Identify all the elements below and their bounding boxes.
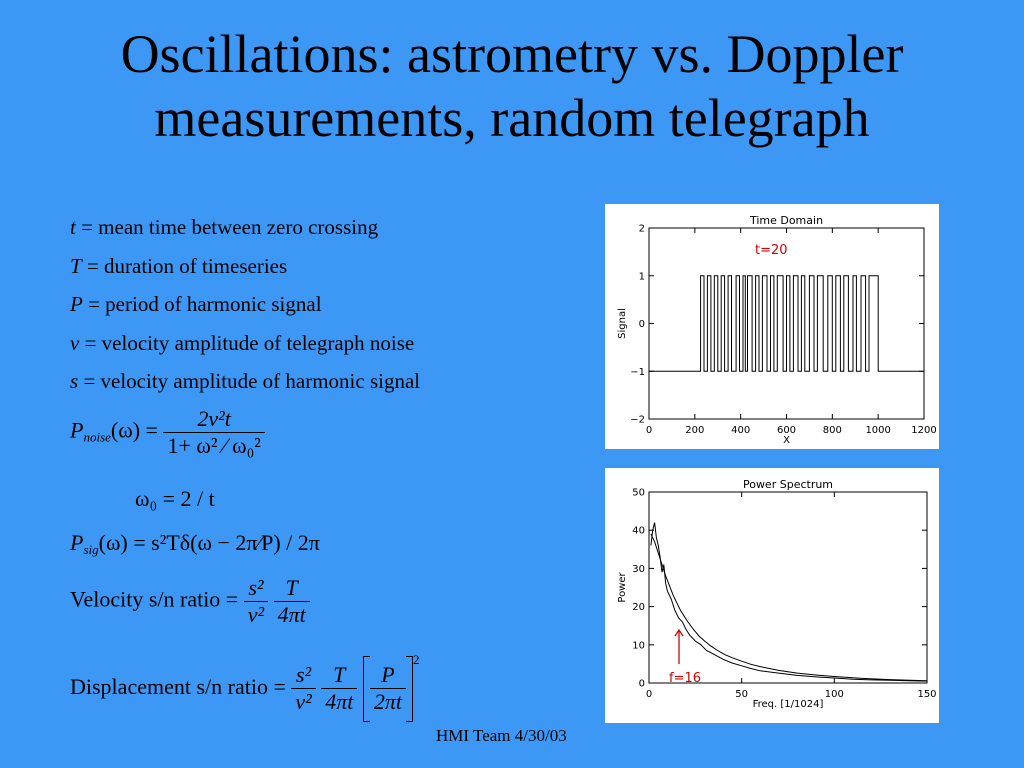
displacement-fraction-3: P 2πt xyxy=(369,662,407,715)
displacement-f1-den: v² xyxy=(291,688,316,715)
y-tick-label: 30 xyxy=(632,564,645,575)
y-tick-label: 40 xyxy=(632,526,645,537)
velocity-f1-den: v² xyxy=(243,601,269,628)
x-tick-label: 150 xyxy=(917,689,936,700)
chart-title: Time Domain xyxy=(749,214,823,227)
y-tick-label: 2 xyxy=(639,224,645,235)
series-line-0 xyxy=(649,275,924,372)
definitions-list: t = mean time between zero crossing T = … xyxy=(70,212,420,405)
definition-text: = velocity amplitude of harmonic signal xyxy=(83,369,421,393)
power-spectrum-plot: Power Spectrum 0 50 100 150 0 10 20 30 40 50 Freq. … xyxy=(605,468,939,723)
annotation-arrow-head xyxy=(674,628,684,637)
definition-text: = mean time between zero crossing xyxy=(81,215,379,239)
displacement-f1-num: s² xyxy=(295,662,312,688)
displacement-f2-den: 4πt xyxy=(321,688,358,715)
x-tick-label: 1200 xyxy=(911,425,936,436)
series-line-1 xyxy=(650,533,928,682)
x-tick-label: 400 xyxy=(731,425,750,436)
displacement-f3-den: 2πt xyxy=(369,688,407,715)
displacement-fraction-2: T 4πt xyxy=(321,662,358,715)
y-tick-label: 0 xyxy=(639,679,645,690)
x-tick-label: 0 xyxy=(646,689,652,700)
y-tick-label: 0 xyxy=(639,319,645,330)
psig-rhs: (ω) = s²Tδ(ω − 2π⁄P) / 2π xyxy=(98,530,320,555)
velocity-sn-equation: Velocity s/n ratio = s² v² T 4πt xyxy=(70,575,310,628)
left-bracket xyxy=(362,655,370,722)
chart-title: Power Spectrum xyxy=(743,478,833,491)
pnoise-equation: Pnoise(ω) = 2v²t 1+ ω² ⁄ ω₀² xyxy=(70,406,265,459)
omega0-equation: ω₀ = 2 / t xyxy=(135,486,215,511)
definition-row: v = velocity amplitude of telegraph nois… xyxy=(70,328,420,367)
y-tick-label: 10 xyxy=(632,640,645,651)
definition-row: t = mean time between zero crossing xyxy=(70,212,420,251)
chart-annotation: f=16 xyxy=(669,671,701,686)
definition-text: = velocity amplitude of telegraph noise xyxy=(84,330,415,355)
slide-title: Oscillations: astrometry vs. Doppler mea… xyxy=(0,22,1024,150)
chart-annotation: t=20 xyxy=(755,243,788,258)
y-axis-label: Power xyxy=(617,571,628,602)
psig-equation: Psig(ω) = s²Tδ(ω − 2π⁄P) / 2π xyxy=(70,530,320,557)
definition-symbol: P xyxy=(70,292,83,316)
definition-symbol: v xyxy=(70,330,80,355)
definition-text: = duration of timeseries xyxy=(86,253,288,278)
displacement-fraction-1: s² v² xyxy=(291,662,316,715)
pnoise-denominator: 1+ ω² ⁄ ω₀² xyxy=(163,432,265,459)
definition-symbol: T xyxy=(70,253,82,278)
power-spectrum-chart: Power Spectrum 0 50 100 150 0 10 20 30 40 50 Freq. … xyxy=(617,478,937,710)
y-tick-label: 50 xyxy=(632,488,645,499)
time-domain-plot: Time Domain 0 200 400 600 800 1000 1200 −2 −1 0 1 2 X… xyxy=(605,204,939,449)
y-tick-label: 20 xyxy=(632,602,645,613)
y-tick-label: 1 xyxy=(639,271,645,282)
pnoise-numerator: 2v²t xyxy=(197,406,231,431)
y-tick-label: −1 xyxy=(630,367,645,378)
displacement-f3-num: P xyxy=(381,662,395,688)
x-tick-label: 200 xyxy=(685,425,704,436)
x-axis-label: Freq. [1/1024] xyxy=(753,699,824,710)
velocity-f2-num: T xyxy=(285,575,298,600)
y-tick-label: −2 xyxy=(630,415,645,426)
footer-text: HMI Team 4/30/03 xyxy=(436,726,567,745)
definition-row: s = velocity amplitude of harmonic signa… xyxy=(70,366,420,405)
psig-subscript: sig xyxy=(83,542,99,557)
definition-text: = period of harmonic signal xyxy=(88,292,322,316)
definition-symbol: t xyxy=(70,215,76,239)
title-line-2: measurements, random telegraph xyxy=(154,88,870,148)
x-tick-label: 800 xyxy=(823,425,842,436)
x-tick-label: 0 xyxy=(646,425,652,436)
pnoise-fraction: 2v²t 1+ ω² ⁄ ω₀² xyxy=(163,406,265,459)
plot-frame xyxy=(648,491,928,684)
x-tick-label: 50 xyxy=(735,689,748,700)
pnoise-lhs: (ω) = xyxy=(110,417,158,443)
displacement-sn-label: Displacement s/n ratio = xyxy=(70,674,286,699)
velocity-sn-label: Velocity s/n ratio = xyxy=(70,586,239,612)
x-tick-label: 1000 xyxy=(865,425,890,436)
y-axis-label: Signal xyxy=(617,308,628,339)
right-bracket xyxy=(406,655,414,722)
definition-symbol: s xyxy=(70,369,79,393)
displacement-exponent: 2 xyxy=(413,652,420,667)
x-axis-label: X xyxy=(783,435,790,446)
x-tick-label: 100 xyxy=(825,689,844,700)
series-line-0 xyxy=(650,522,928,682)
x-tick-label: 600 xyxy=(777,425,796,436)
time-domain-chart: Time Domain 0 200 400 600 800 1000 1200 −2 −1 0 1 2 X… xyxy=(617,214,937,446)
velocity-fraction-2: T 4πt xyxy=(273,575,310,628)
definition-row: P = period of harmonic signal xyxy=(70,289,420,328)
displacement-f2-num: T xyxy=(333,662,346,688)
definition-row: T = duration of timeseries xyxy=(70,251,420,290)
velocity-f1-num: s² xyxy=(248,575,264,600)
title-line-1: Oscillations: astrometry vs. Doppler xyxy=(120,24,904,84)
pnoise-subscript: noise xyxy=(83,429,111,445)
velocity-fraction-1: s² v² xyxy=(243,575,269,628)
velocity-f2-den: 4πt xyxy=(273,601,310,628)
displacement-sn-equation: Displacement s/n ratio = s² v² T 4πt P 2… xyxy=(70,652,420,722)
